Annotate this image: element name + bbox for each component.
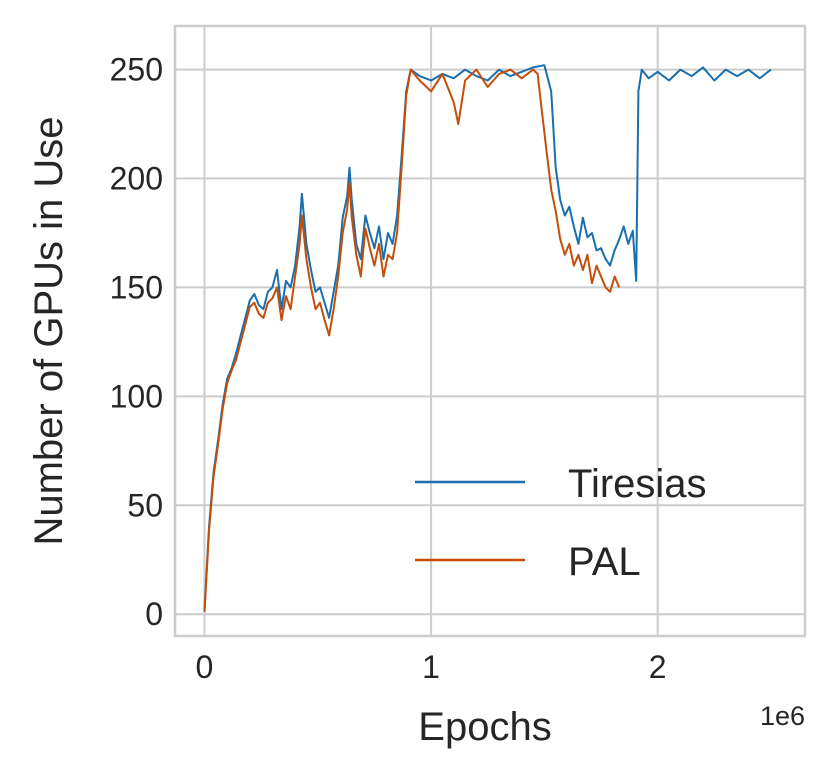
plot-frame (173, 24, 807, 638)
series-line-pal (203, 68, 621, 613)
legend-label-tiresias: Tiresias (568, 462, 707, 506)
series-layer (203, 64, 772, 613)
x-tick-label: 0 (196, 649, 214, 685)
x-axis-label: Epochs (418, 705, 551, 749)
y-tick-label: 200 (110, 161, 163, 197)
legend: Tiresias PAL (415, 462, 707, 584)
y-axis-label: Number of GPUs in Use (27, 116, 71, 545)
x-axis-offset-label: 1e6 (760, 701, 805, 731)
y-tick-label: 100 (110, 378, 163, 414)
y-tick-label: 150 (110, 269, 163, 305)
y-tick-label: 0 (145, 596, 163, 632)
tick-labels: 0 1 2 0 50 100 150 200 250 (110, 52, 667, 685)
grid-lines (175, 26, 805, 636)
y-tick-label: 50 (127, 487, 163, 523)
legend-label-pal: PAL (568, 540, 641, 584)
x-tick-label: 2 (649, 649, 667, 685)
y-tick-label: 250 (110, 52, 163, 88)
x-tick-label: 1 (422, 649, 440, 685)
